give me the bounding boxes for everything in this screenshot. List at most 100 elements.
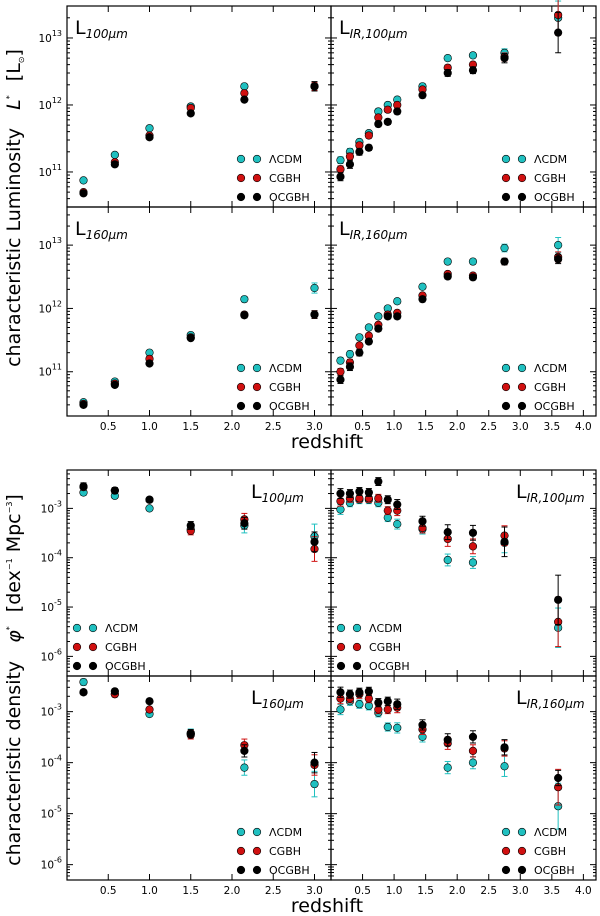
- y-tick-label: 10-5: [41, 598, 62, 614]
- y-tick-label: 10-4: [41, 754, 62, 770]
- data-point: [355, 333, 364, 342]
- series-OCGBH: [336, 477, 563, 625]
- data-point: [393, 700, 402, 709]
- data-point: [383, 117, 392, 126]
- x-tick-label: 4.0: [575, 421, 592, 433]
- x-tick-label: 2.0: [449, 885, 466, 897]
- bottom-ylabel: characteristic density φ* [dex−1 Mpc−3]: [0, 494, 25, 866]
- legend-label: CGBH: [269, 381, 301, 394]
- data-point: [468, 257, 478, 266]
- x-tick-label: 4.0: [575, 885, 592, 897]
- x-tick-label: 1.5: [182, 885, 199, 897]
- bottom-xlabel: redshift: [291, 895, 363, 916]
- data-point: [355, 147, 364, 156]
- data-point: [443, 735, 452, 744]
- series-ΛCDM: [336, 696, 563, 830]
- data-point: [310, 779, 319, 789]
- panel-phiIR100: LIR,100μm ΛCDM CGBH OCGBH: [330, 469, 597, 677]
- series-OCGBH: [79, 687, 319, 774]
- data-point: [110, 160, 119, 169]
- data-point: [345, 349, 355, 359]
- data-point: [145, 697, 154, 706]
- data-point: [110, 486, 119, 495]
- data-point: [310, 537, 319, 546]
- data-point: [355, 341, 364, 350]
- data-point: [336, 356, 345, 365]
- legend-label: ΛCDM: [534, 362, 567, 375]
- data-point: [383, 105, 392, 114]
- data-point: [418, 282, 427, 291]
- data-point: [500, 257, 509, 266]
- legend-label: OCGBH: [534, 400, 575, 413]
- data-point: [79, 688, 88, 697]
- legend-marker: [517, 865, 527, 875]
- x-tick-label: 3.5: [543, 421, 560, 433]
- data-point: [345, 690, 355, 699]
- legend-label: OCGBH: [369, 660, 410, 673]
- x-tick-label: 0.5: [354, 885, 371, 897]
- x-tick-label: 3.0: [306, 885, 323, 897]
- x-tick-label: 1.5: [417, 421, 434, 433]
- data-point: [79, 677, 88, 687]
- legend-label: ΛCDM: [534, 153, 567, 166]
- data-point: [186, 729, 195, 738]
- data-point: [383, 705, 392, 714]
- data-point: [345, 160, 355, 169]
- legend-label: ΛCDM: [105, 622, 138, 635]
- legend-marker: [236, 154, 246, 164]
- data-point: [393, 500, 402, 509]
- data-point: [310, 283, 319, 293]
- series-OCGBH: [79, 81, 319, 198]
- legend-marker: [501, 173, 511, 183]
- data-point: [364, 131, 373, 140]
- legend-marker: [252, 846, 262, 856]
- legend-marker: [252, 865, 262, 875]
- x-tick-label: 0.5: [100, 421, 117, 433]
- data-point: [336, 505, 345, 514]
- legend-marker: [236, 401, 246, 411]
- panel-LIR160: 0.5 1.0 1.5 2.0 2.5 3.0 3.5 4.0 LIR,160μm ΛCDM CGB…: [330, 206, 597, 433]
- data-point: [383, 697, 392, 706]
- data-point: [393, 297, 402, 306]
- legend-marker: [501, 382, 511, 392]
- legend-marker: [517, 846, 527, 856]
- legend-marker: [517, 173, 527, 183]
- panel-title: L100μm: [75, 17, 128, 41]
- legend-marker: [88, 661, 98, 671]
- data-point: [374, 494, 383, 503]
- data-point: [500, 743, 509, 752]
- data-point: [336, 367, 345, 376]
- data-point: [443, 272, 452, 281]
- panel-L160: 0.5 1.0 1.5 2.0 2.5 3.0 1011 1012 1013 L160μm ΛCDM…: [38, 206, 332, 433]
- data-point: [145, 504, 154, 513]
- legend-label: ΛCDM: [269, 153, 302, 166]
- x-tick-label: 1.0: [386, 421, 403, 433]
- legend-marker: [501, 192, 511, 202]
- data-point: [468, 273, 478, 282]
- legend-label: CGBH: [269, 172, 301, 185]
- data-point: [336, 705, 345, 714]
- data-point: [383, 506, 392, 515]
- legend-marker: [88, 623, 98, 633]
- panel-phiIR160: 0.5 1.0 1.5 2.0 2.5 3.0 3.5 4.0 LIR,160μm ΛCDM CGB…: [330, 675, 597, 897]
- data-point: [145, 705, 154, 714]
- data-point: [383, 722, 392, 732]
- panel-LIR100: LIR,100μm ΛCDM CGBH OCGBH: [330, 0, 597, 208]
- legend-marker: [501, 846, 511, 856]
- data-point: [110, 687, 119, 696]
- x-tick-label: 2.5: [265, 885, 282, 897]
- data-point: [186, 333, 195, 343]
- legend-marker: [517, 827, 527, 837]
- x-tick-label: 0.5: [100, 885, 117, 897]
- data-point: [79, 189, 88, 198]
- x-tick-label: 2.5: [480, 421, 497, 433]
- legend-marker: [252, 827, 262, 837]
- data-point: [336, 156, 345, 165]
- legend-label: CGBH: [534, 381, 566, 394]
- data-point: [145, 133, 154, 142]
- legend-marker: [236, 382, 246, 392]
- series-CGBH: [336, 251, 563, 376]
- data-point: [468, 66, 478, 75]
- data-point: [336, 489, 345, 498]
- data-point: [418, 91, 427, 100]
